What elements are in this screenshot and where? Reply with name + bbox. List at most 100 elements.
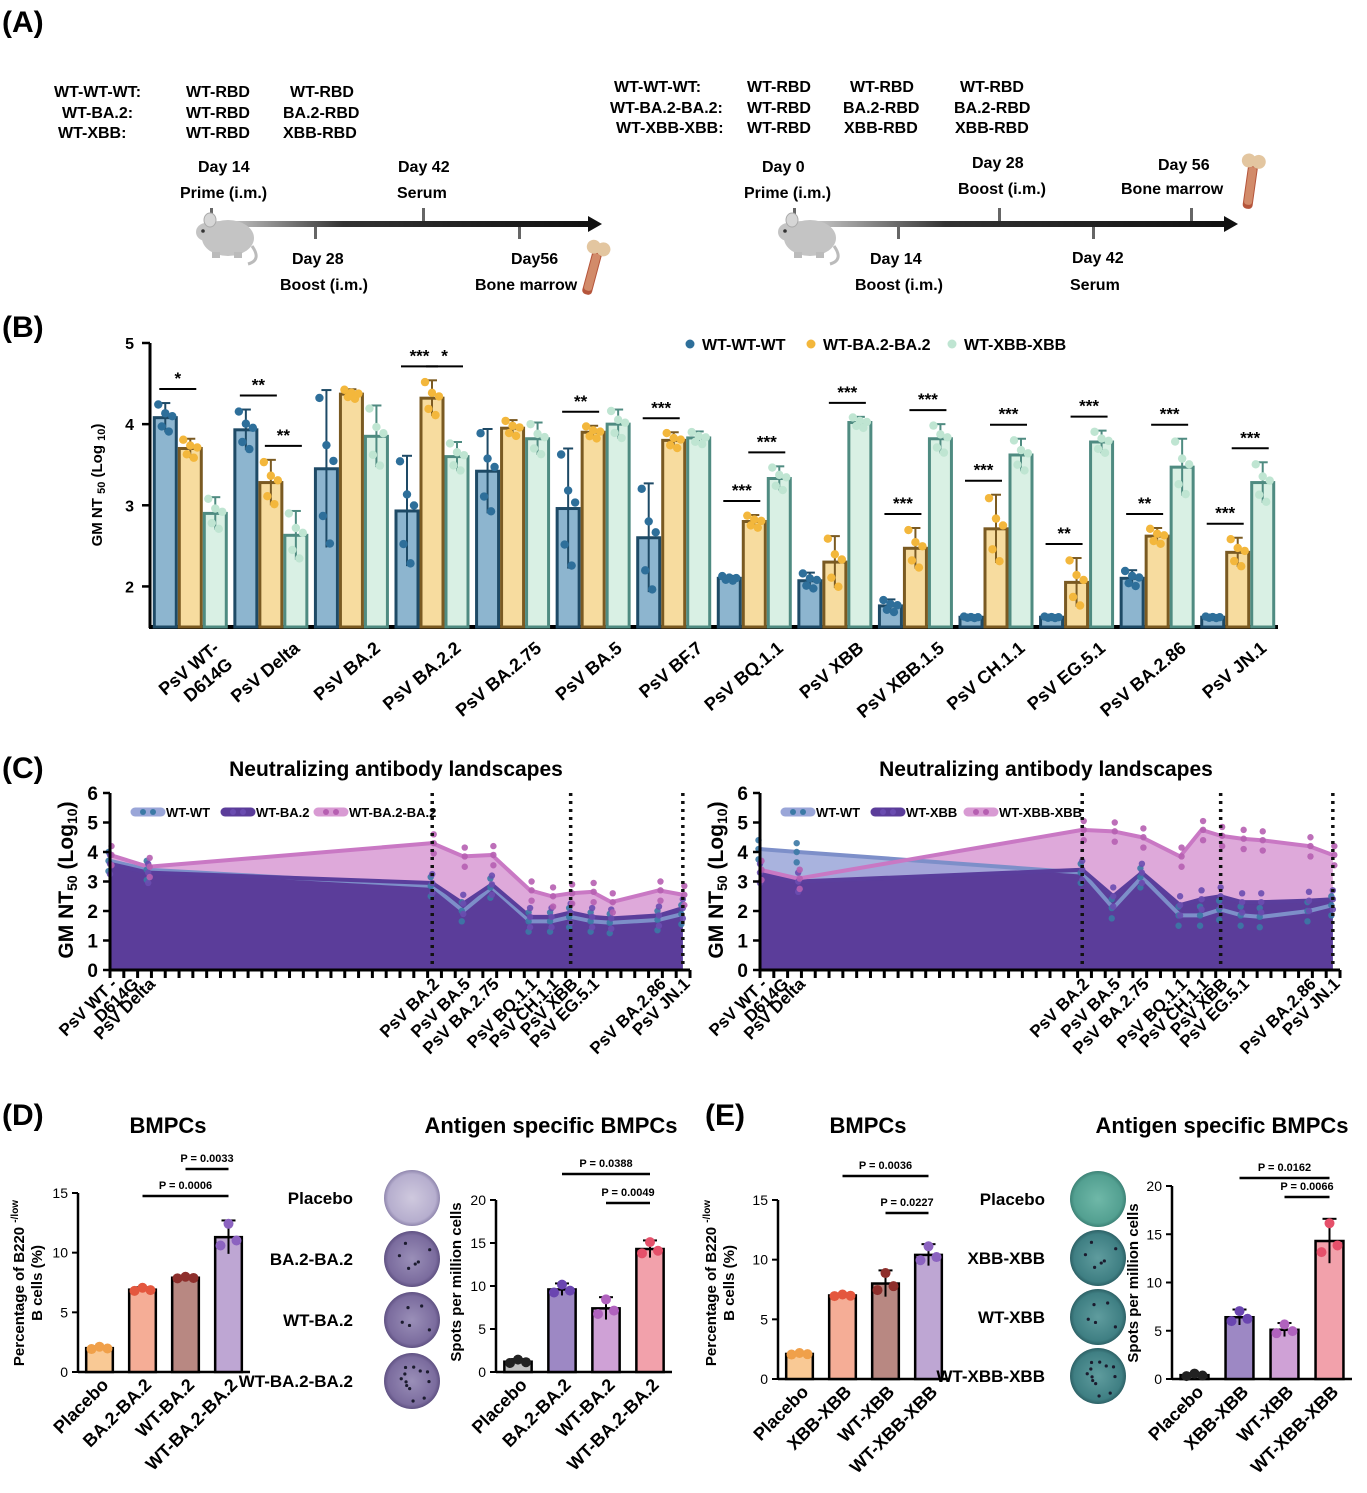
pvalue-label: P = 0.0033	[180, 1153, 233, 1165]
data-point	[1237, 922, 1244, 929]
data-point	[1331, 851, 1338, 859]
data-point	[1023, 449, 1033, 458]
timeline-right-tick-5	[1092, 227, 1095, 239]
timeline-left-tick-2	[422, 208, 425, 221]
data-point	[1127, 571, 1137, 581]
bar	[741, 520, 767, 629]
data-point	[452, 448, 462, 457]
x-tick-label-line: PsV XBB	[796, 638, 868, 703]
chart-title: BMPCs	[829, 1113, 906, 1138]
data-point	[1255, 490, 1264, 499]
y-tick-label: 1	[737, 932, 748, 953]
mouse-icon	[196, 212, 258, 266]
data-point	[802, 1349, 813, 1360]
significance-label: ***	[837, 383, 857, 402]
data-point	[1090, 427, 1099, 436]
data-point	[1238, 890, 1246, 897]
elispot-spot	[1092, 1303, 1096, 1307]
data-point	[490, 851, 497, 859]
y-axis-label-part: )	[705, 801, 728, 808]
x-tick-label: PsV CH.1.1	[943, 638, 1029, 714]
data-point	[1226, 1316, 1237, 1327]
data-point	[505, 1357, 515, 1368]
y-tick-label: 5	[87, 814, 98, 835]
elispot-spot	[1113, 1325, 1117, 1329]
series-area	[760, 869, 1333, 970]
data-point	[273, 476, 283, 485]
data-point	[1242, 1313, 1253, 1324]
y-axis-label-part: (Log	[89, 441, 106, 482]
data-point	[188, 1272, 199, 1283]
schedule-left-group-3: WT-XBB:	[58, 125, 126, 142]
elispot-spot	[1083, 1253, 1088, 1257]
timeline-right-event-3-day: Day 56	[1158, 157, 1210, 174]
data-point	[1196, 922, 1204, 929]
data-point	[796, 866, 803, 873]
data-point	[1332, 1240, 1343, 1251]
data-point	[291, 523, 301, 533]
timeline-right-arrow	[795, 221, 1225, 227]
data-point	[823, 534, 833, 543]
elispot-spot	[408, 1387, 412, 1391]
bar	[827, 1294, 858, 1381]
data-point	[888, 1281, 899, 1292]
data-point	[567, 561, 576, 570]
data-point	[204, 494, 213, 503]
data-point	[606, 406, 616, 416]
legend-label: WT-WT	[166, 805, 210, 820]
well-label: XBB-XBB	[968, 1249, 1045, 1268]
data-point	[1110, 884, 1117, 891]
significance-label: **	[1138, 494, 1152, 513]
data-point	[1176, 912, 1184, 919]
data-point	[315, 393, 324, 403]
x-tick-label-line: PsV BQ.1.1	[700, 638, 786, 715]
data-point	[1149, 536, 1158, 546]
data-point	[402, 490, 412, 499]
data-point	[424, 404, 433, 414]
y-tick-label: 4	[87, 843, 98, 864]
data-point	[1240, 835, 1247, 842]
data-point	[1279, 1319, 1290, 1330]
well-label: Placebo	[980, 1190, 1045, 1209]
x-tick-label-line: PsV BA.5	[552, 638, 626, 705]
data-point	[234, 407, 244, 416]
data-point	[1262, 497, 1271, 507]
y-tick-label: 10	[470, 1278, 486, 1294]
data-point	[1238, 909, 1246, 916]
legend-marker	[806, 339, 816, 349]
data-point	[340, 385, 349, 394]
data-point	[329, 456, 338, 466]
x-tick-label-line: PsV CH.1.1	[943, 638, 1029, 714]
chart-c-landscape-left: Neutralizing antibody landscapes0123456G…	[55, 758, 694, 1058]
data-point	[1259, 837, 1266, 844]
data-point	[837, 1289, 848, 1300]
legend-marker	[230, 809, 236, 815]
y-axis-label-line2: B cells (%)	[721, 1245, 738, 1321]
schedule-left-col1-1: WT-RBD	[186, 84, 250, 101]
elispot-spot	[1086, 1317, 1090, 1321]
data-point	[1176, 901, 1184, 909]
data-point	[284, 509, 294, 518]
data-point	[655, 903, 663, 910]
data-point	[991, 514, 1001, 523]
data-point	[549, 893, 557, 900]
panel-label-a: (A)	[2, 6, 44, 39]
y-tick-label: 5	[737, 814, 748, 835]
data-point	[1178, 844, 1185, 851]
data-point	[193, 443, 202, 452]
elispot-spot	[1111, 1365, 1116, 1369]
elispot-spot	[407, 1323, 412, 1328]
data-point	[698, 439, 707, 449]
data-point	[526, 419, 535, 429]
data-point	[829, 1291, 840, 1302]
data-point	[154, 400, 163, 409]
schedule-right-group-3: WT-XBB-XBB:	[616, 120, 724, 137]
elispot-well	[384, 1231, 440, 1287]
bar	[580, 430, 606, 629]
data-point	[486, 507, 496, 516]
schedule-right-col3-3: XBB-RBD	[955, 120, 1029, 137]
data-point	[676, 435, 685, 444]
elispot-spot	[1106, 1301, 1110, 1305]
y-tick-label: 0	[87, 961, 98, 982]
data-point	[1287, 1326, 1298, 1337]
